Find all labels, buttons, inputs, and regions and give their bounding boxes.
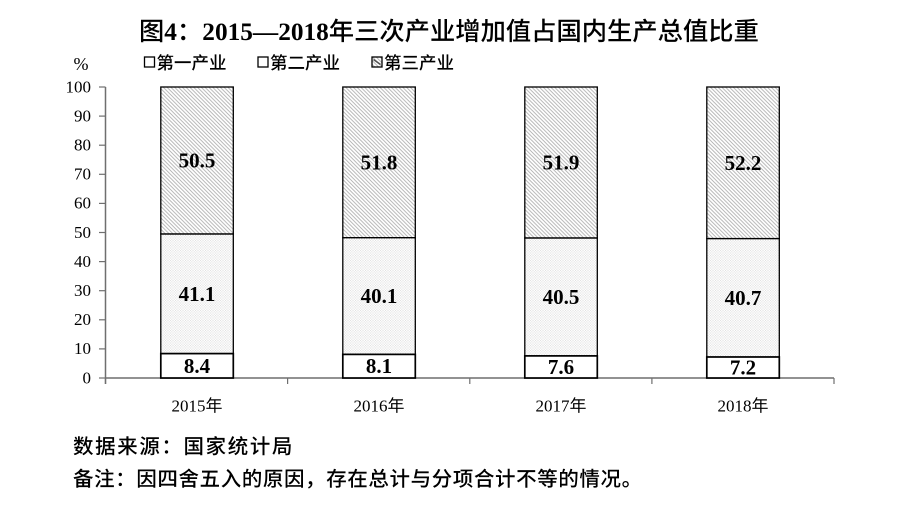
svg-text:2018: 2018 <box>718 397 752 416</box>
svg-text:50.5: 50.5 <box>179 149 216 173</box>
svg-text:100: 100 <box>66 77 92 96</box>
svg-text:80: 80 <box>74 136 91 155</box>
svg-text:7.6: 7.6 <box>548 355 574 379</box>
svg-text:41.1: 41.1 <box>179 282 216 306</box>
svg-text:70: 70 <box>74 165 91 184</box>
svg-text:52.2: 52.2 <box>725 151 762 175</box>
svg-text:8.1: 8.1 <box>366 354 392 378</box>
svg-text:7.2: 7.2 <box>730 356 756 380</box>
svg-text:50: 50 <box>74 223 91 242</box>
svg-text:51.8: 51.8 <box>361 150 398 174</box>
svg-text:40.5: 40.5 <box>543 285 580 309</box>
svg-text:40.7: 40.7 <box>725 286 762 310</box>
svg-text:10: 10 <box>74 339 91 358</box>
svg-text:60: 60 <box>74 194 91 213</box>
svg-text:8.4: 8.4 <box>184 354 211 378</box>
svg-text:0: 0 <box>83 368 92 387</box>
svg-text:2015—2018: 2015—2018 <box>202 18 328 46</box>
svg-text:%: % <box>74 54 89 74</box>
svg-text:30: 30 <box>74 281 91 300</box>
svg-text:2017: 2017 <box>536 397 571 416</box>
svg-text:40: 40 <box>74 252 91 271</box>
svg-text:20: 20 <box>74 310 91 329</box>
svg-text:2015: 2015 <box>172 397 206 416</box>
svg-text:40.1: 40.1 <box>361 284 398 308</box>
svg-text:51.9: 51.9 <box>543 151 580 175</box>
svg-text:2016: 2016 <box>354 397 388 416</box>
svg-text:4: 4 <box>164 18 177 46</box>
svg-text:90: 90 <box>74 106 91 125</box>
